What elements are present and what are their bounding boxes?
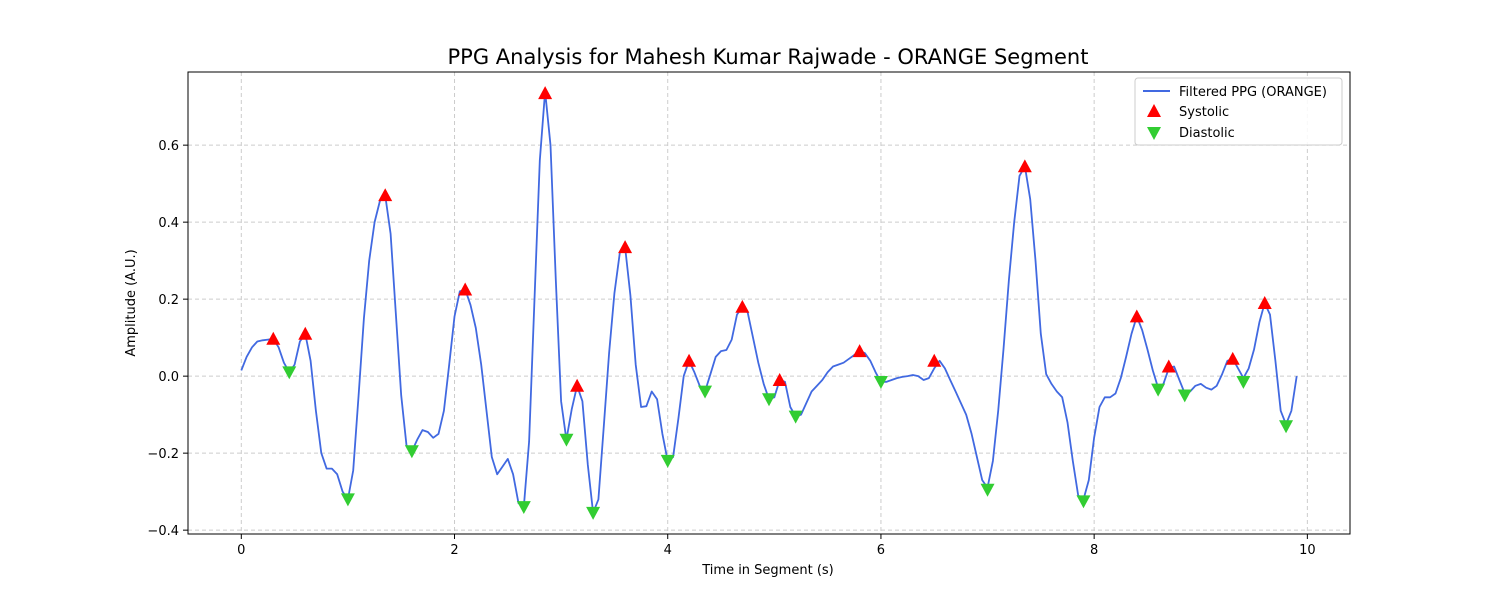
diastolic-marker — [340, 493, 355, 507]
diastolic-marker — [282, 366, 297, 380]
chart-title: PPG Analysis for Mahesh Kumar Rajwade - … — [448, 45, 1089, 69]
diastolic-marker — [788, 410, 803, 424]
systolic-marker — [458, 282, 473, 296]
systolic-marker — [570, 378, 585, 392]
systolic-marker — [1257, 296, 1272, 309]
legend-label-systolic: Systolic — [1179, 105, 1229, 120]
diastolic-marker — [980, 483, 995, 497]
diastolic-marker — [1076, 495, 1091, 509]
x-axis-label: Time in Segment (s) — [701, 563, 833, 578]
y-tick-label: −0.2 — [147, 447, 179, 462]
diastolic-marker — [698, 385, 713, 399]
axes-frame — [187, 71, 1351, 535]
x-tick-label: 2 — [450, 543, 458, 558]
diastolic-marker — [1279, 420, 1294, 434]
y-tick-label: 0.6 — [158, 139, 179, 154]
diastolic-marker — [1236, 375, 1251, 389]
x-tick-label: 0 — [237, 543, 245, 558]
legend-diastolic-swatch — [1147, 127, 1161, 140]
y-tick-label: 0.2 — [158, 293, 179, 308]
diastolic-marker — [586, 506, 601, 520]
x-tick-label: 8 — [1090, 543, 1098, 558]
y-tick-label: −0.4 — [147, 524, 179, 539]
markers — [266, 86, 1294, 520]
systolic-marker — [1017, 159, 1032, 173]
systolic-marker — [1129, 309, 1144, 323]
ticks: 0 2 4 6 8 10 −0.4 −0.2 0.0 0.2 0.4 0.6 — [147, 139, 1315, 558]
y-axis-label: Amplitude (A.U.) — [124, 249, 139, 356]
systolic-marker — [266, 331, 281, 345]
systolic-marker — [538, 86, 553, 100]
y-tick-label: 0.4 — [158, 216, 179, 231]
diastolic-marker — [404, 445, 419, 459]
legend-label-filtered: Filtered PPG (ORANGE) — [1179, 85, 1327, 100]
x-tick-label: 10 — [1299, 543, 1316, 558]
diastolic-marker — [873, 375, 888, 389]
systolic-marker — [1225, 351, 1240, 365]
legend: Filtered PPG (ORANGE) Systolic Diastolic — [1134, 77, 1343, 146]
systolic-marker — [927, 353, 942, 367]
systolic-marker — [378, 188, 393, 202]
systolic-marker — [852, 344, 867, 358]
legend-systolic-swatch — [1147, 104, 1161, 117]
systolic-marker — [618, 240, 633, 254]
systolic-marker — [298, 326, 313, 340]
legend-label-diastolic: Diastolic — [1179, 126, 1235, 141]
systolic-marker — [682, 353, 697, 367]
diastolic-marker — [559, 433, 574, 447]
diastolic-marker — [660, 454, 675, 468]
legend-box — [1134, 77, 1343, 146]
systolic-marker — [735, 299, 750, 313]
x-tick-label: 6 — [877, 543, 885, 558]
y-tick-label: 0.0 — [158, 370, 179, 385]
diastolic-marker — [1151, 383, 1166, 397]
systolic-marker — [772, 373, 787, 386]
diastolic-marker — [762, 393, 776, 407]
x-tick-label: 4 — [664, 543, 672, 558]
diastolic-marker — [516, 501, 531, 515]
diastolic-marker — [1177, 389, 1192, 403]
systolic-marker — [1161, 359, 1176, 373]
